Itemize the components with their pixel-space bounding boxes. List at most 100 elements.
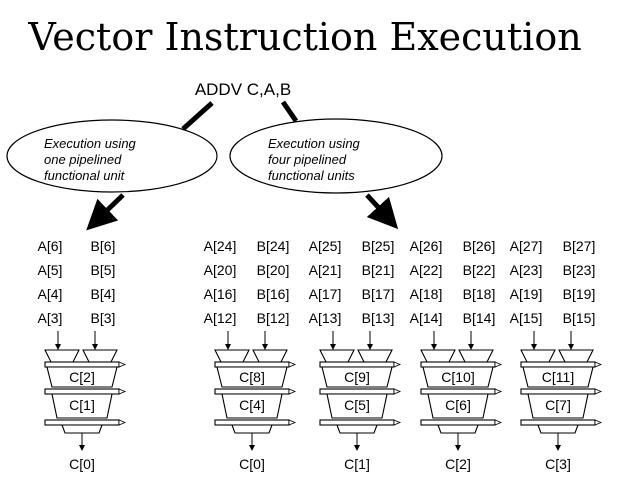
latch-clock-triangle <box>594 388 603 395</box>
output-label: C[1] <box>344 456 370 472</box>
pipeline-unit: A[6] B[6] A[5] B[5] A[4] B[4] A[3] B[3] C[2] C[1]… <box>38 238 127 472</box>
adder-input-left <box>520 349 556 363</box>
input-label-b: B[21] <box>362 262 395 278</box>
latch-clock-triangle <box>594 361 603 368</box>
latch-clock-triangle <box>118 361 127 368</box>
input-label-b: B[14] <box>463 310 496 326</box>
adder-input-left <box>44 349 80 363</box>
input-label-b: B[24] <box>257 238 290 254</box>
pipeline-stage <box>427 393 489 419</box>
pipeline-unit: A[27] B[27] A[23] B[23] A[19] B[19] A[15] B[15]… <box>510 238 603 472</box>
pipeline-stage <box>422 366 494 388</box>
bubble-line: functional units <box>268 168 355 183</box>
input-label-b: B[20] <box>257 262 290 278</box>
input-label-b: B[19] <box>563 286 596 302</box>
slide-title: Vector Instruction Execution <box>27 15 581 59</box>
stage-result-label: C[7] <box>545 397 571 413</box>
pipeline-latch <box>420 361 496 368</box>
instruction-connector-left <box>181 101 214 131</box>
pipeline-stage <box>51 393 113 419</box>
pipeline-latch <box>319 361 395 368</box>
pipeline-stage <box>221 393 283 419</box>
bubble-line: four pipelined <box>268 152 347 167</box>
latch-clock-triangle <box>288 388 297 395</box>
latch-clock-triangle <box>494 361 503 368</box>
input-label-b: B[13] <box>362 310 395 326</box>
pipeline-stage <box>326 393 388 419</box>
pipeline-latch <box>214 388 290 395</box>
instruction-label: ADDV C,A,B <box>195 80 291 99</box>
pipeline-stage <box>527 393 589 419</box>
input-label-a: A[18] <box>410 286 443 302</box>
pipeline-latch <box>520 361 596 368</box>
input-label-b: B[6] <box>91 238 116 254</box>
stage-result-label: C[8] <box>239 369 265 385</box>
input-label-a: A[5] <box>38 262 63 278</box>
pipeline-unit: A[24] B[24] A[20] B[20] A[16] B[16] A[12] B[12]… <box>204 238 297 472</box>
bubble-line: Execution using <box>268 136 361 151</box>
input-label-a: A[12] <box>204 310 237 326</box>
adder-input-right <box>558 349 594 363</box>
input-label-a: A[23] <box>510 262 543 278</box>
pipeline-latch <box>319 388 395 395</box>
latch-clock-triangle <box>393 361 402 368</box>
stage-result-label: C[10] <box>441 369 474 385</box>
input-label-a: A[21] <box>309 262 342 278</box>
pipeline-latch <box>44 388 120 395</box>
arrow-to-single-unit <box>86 193 125 231</box>
bubble-line: one pipelined <box>44 152 122 167</box>
latch-clock-triangle <box>118 419 127 426</box>
bubble-one-unit: Execution using one pipelined functional… <box>6 119 218 193</box>
bubble-outline <box>6 119 218 193</box>
input-label-b: B[22] <box>463 262 496 278</box>
pipeline-stage <box>46 366 118 388</box>
pipeline-latch <box>520 388 596 395</box>
pipeline-latch <box>44 419 120 426</box>
latch-clock-triangle <box>393 388 402 395</box>
pipeline-unit: A[25] B[25] A[21] B[21] A[17] B[17] A[13] B[13]… <box>309 238 402 472</box>
pipeline-stage <box>321 366 393 388</box>
pipeline-latch <box>319 419 395 426</box>
latch-clock-triangle <box>594 419 603 426</box>
output-label: C[0] <box>239 456 265 472</box>
latch-clock-triangle <box>288 419 297 426</box>
pipeline-unit: A[26] B[26] A[22] B[22] A[18] B[18] A[14] B[14]… <box>410 238 503 472</box>
stage-result-label: C[2] <box>69 369 95 385</box>
bubble-four-units: Execution using four pipelined functiona… <box>229 118 443 194</box>
input-label-b: B[3] <box>91 310 116 326</box>
input-label-b: B[16] <box>257 286 290 302</box>
pipeline-latch <box>214 361 290 368</box>
adder-output-stub <box>231 424 273 434</box>
adder-output-stub <box>336 424 378 434</box>
input-label-a: A[22] <box>410 262 443 278</box>
stage-result-label: C[5] <box>344 397 370 413</box>
input-label-b: B[18] <box>463 286 496 302</box>
adder-output-stub <box>537 424 579 434</box>
input-label-b: B[25] <box>362 238 395 254</box>
latch-clock-triangle <box>393 419 402 426</box>
pipeline-stage <box>522 366 594 388</box>
input-label-a: A[17] <box>309 286 342 302</box>
input-label-a: A[19] <box>510 286 543 302</box>
input-label-b: B[17] <box>362 286 395 302</box>
input-label-a: A[26] <box>410 238 443 254</box>
stage-result-label: C[1] <box>69 397 95 413</box>
adder-input-left <box>214 349 250 363</box>
stage-result-label: C[9] <box>344 369 370 385</box>
input-label-a: A[3] <box>38 310 63 326</box>
latch-clock-triangle <box>288 361 297 368</box>
input-label-b: B[5] <box>91 262 116 278</box>
latch-clock-triangle <box>118 388 127 395</box>
output-label: C[0] <box>69 456 95 472</box>
input-label-a: A[14] <box>410 310 443 326</box>
pipeline-stage <box>216 366 288 388</box>
adder-input-right <box>252 349 288 363</box>
output-label: C[3] <box>545 456 571 472</box>
instruction-connector-right <box>280 100 299 123</box>
pipeline-latch <box>420 419 496 426</box>
pipeline-latch <box>214 419 290 426</box>
bubble-line: functional unit <box>44 168 126 183</box>
pipeline-latch <box>44 361 120 368</box>
input-label-b: B[23] <box>563 262 596 278</box>
